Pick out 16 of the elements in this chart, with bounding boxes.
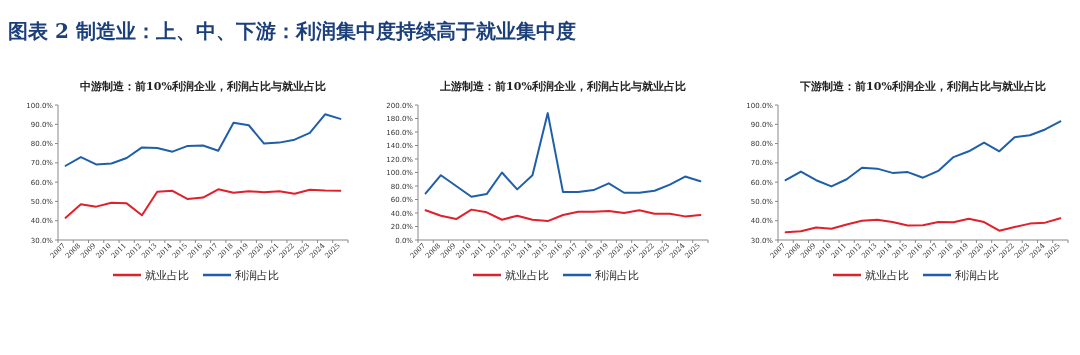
text: 图表 2 制造业：上、中、下游：利润集中度持续高于就业集中度 (8, 19, 576, 43)
line-series (64, 113, 342, 167)
legend-label: 就业占比 (145, 269, 189, 282)
chart-title: 下游制造：前10%利润企业，利润占比与就业占比 (799, 80, 1046, 93)
legend-label: 利润占比 (235, 269, 279, 282)
chart-title: 上游制造：前10%利润企业，利润占比与就业占比 (439, 80, 686, 93)
legend-label: 利润占比 (595, 269, 639, 282)
legend-label: 就业占比 (505, 269, 549, 282)
line-series (64, 188, 342, 219)
legend-label: 就业占比 (865, 269, 909, 282)
line-series (784, 120, 1062, 188)
legend-label: 利润占比 (955, 269, 999, 282)
chart-title: 中游制造：前10%利润企业，利润占比与就业占比 (80, 80, 326, 93)
line-series (424, 112, 702, 198)
line-series (784, 217, 1062, 234)
line-series (424, 208, 702, 223)
